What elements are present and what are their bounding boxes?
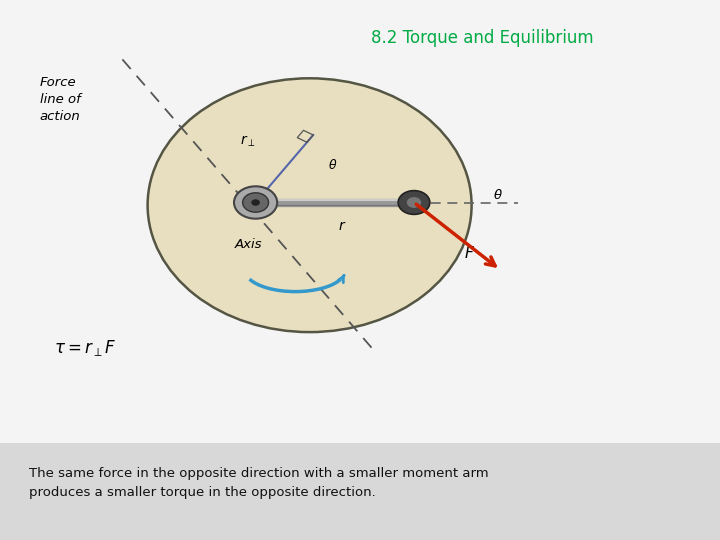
Circle shape	[251, 199, 260, 206]
Text: $F$: $F$	[464, 245, 475, 261]
Bar	[0, 0, 720, 443]
Text: $r_\perp$: $r_\perp$	[240, 133, 256, 149]
Text: The same force in the opposite direction with a smaller moment arm
produces a sm: The same force in the opposite direction…	[29, 467, 488, 500]
Text: $\theta$: $\theta$	[328, 158, 337, 172]
Text: $\theta$: $\theta$	[493, 188, 503, 202]
Circle shape	[407, 197, 421, 208]
Text: 8.2 Torque and Equilibrium: 8.2 Torque and Equilibrium	[371, 29, 594, 47]
Circle shape	[398, 191, 430, 214]
Bar	[0, 443, 720, 540]
Text: Axis: Axis	[235, 238, 262, 251]
Circle shape	[234, 186, 277, 219]
Text: Force
line of
action: Force line of action	[40, 76, 81, 124]
Circle shape	[243, 193, 269, 212]
Text: $r$: $r$	[338, 219, 346, 233]
Text: $\tau = r_\perp F$: $\tau = r_\perp F$	[54, 338, 116, 359]
Ellipse shape	[148, 78, 472, 332]
